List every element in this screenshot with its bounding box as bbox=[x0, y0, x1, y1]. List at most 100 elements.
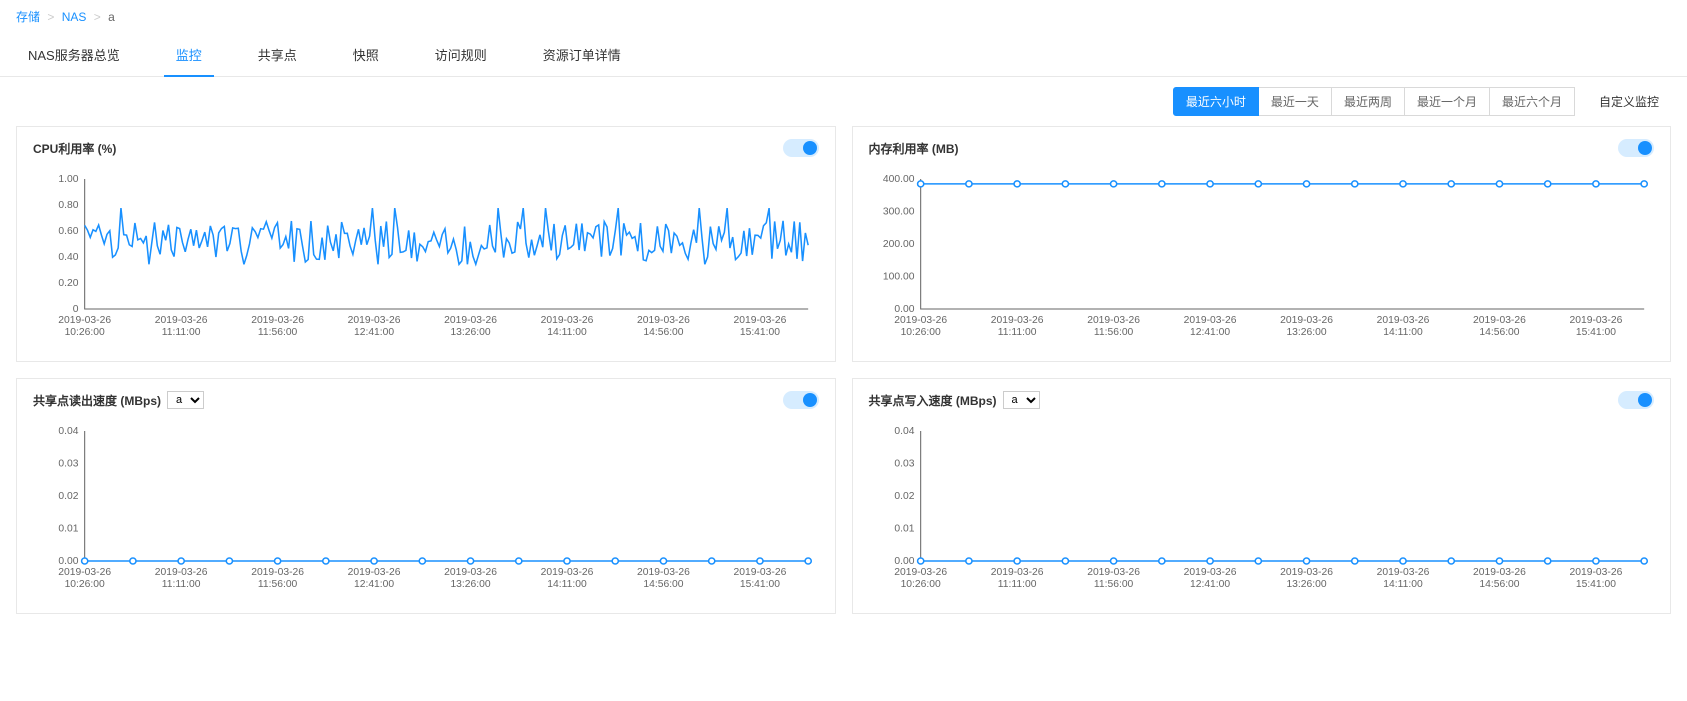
svg-text:13:26:00: 13:26:00 bbox=[450, 327, 491, 338]
svg-text:2019-03-26: 2019-03-26 bbox=[637, 567, 690, 578]
svg-text:1.00: 1.00 bbox=[58, 174, 78, 185]
svg-text:10:26:00: 10:26:00 bbox=[900, 327, 941, 338]
svg-text:0.20: 0.20 bbox=[58, 278, 78, 289]
svg-text:11:56:00: 11:56:00 bbox=[1093, 579, 1133, 590]
chart-grid: CPU利用率 (%)00.200.400.600.801.002019-03-2… bbox=[0, 126, 1687, 630]
svg-text:2019-03-26: 2019-03-26 bbox=[444, 567, 497, 578]
time-range-btn-3[interactable]: 最近一个月 bbox=[1404, 87, 1490, 116]
svg-text:2019-03-26: 2019-03-26 bbox=[894, 567, 947, 578]
svg-text:0.04: 0.04 bbox=[894, 426, 914, 437]
custom-monitor-btn[interactable]: 自定义监控 bbox=[1587, 88, 1671, 115]
tab-0[interactable]: NAS服务器总览 bbox=[16, 33, 132, 76]
svg-text:14:56:00: 14:56:00 bbox=[643, 579, 684, 590]
svg-text:400.00: 400.00 bbox=[882, 174, 914, 185]
svg-text:11:11:00: 11:11:00 bbox=[162, 579, 201, 590]
tab-3[interactable]: 快照 bbox=[341, 33, 391, 76]
svg-text:0: 0 bbox=[73, 304, 79, 315]
svg-text:14:56:00: 14:56:00 bbox=[1479, 579, 1520, 590]
svg-text:2019-03-26: 2019-03-26 bbox=[541, 567, 594, 578]
svg-text:2019-03-26: 2019-03-26 bbox=[1087, 567, 1140, 578]
svg-text:300.00: 300.00 bbox=[882, 207, 914, 218]
svg-text:2019-03-26: 2019-03-26 bbox=[58, 315, 111, 326]
svg-text:2019-03-26: 2019-03-26 bbox=[1569, 567, 1622, 578]
svg-text:14:11:00: 14:11:00 bbox=[547, 579, 587, 590]
svg-text:14:11:00: 14:11:00 bbox=[1383, 579, 1423, 590]
chart-select-write[interactable]: a bbox=[1003, 391, 1040, 409]
svg-text:2019-03-26: 2019-03-26 bbox=[1376, 567, 1429, 578]
svg-text:11:56:00: 11:56:00 bbox=[1093, 327, 1133, 338]
tab-1[interactable]: 监控 bbox=[164, 33, 214, 76]
chart-card-cpu: CPU利用率 (%)00.200.400.600.801.002019-03-2… bbox=[16, 126, 836, 362]
time-range-btn-0[interactable]: 最近六小时 bbox=[1173, 87, 1259, 116]
chart-title-read: 共享点读出速度 (MBps)a bbox=[33, 391, 204, 409]
svg-text:2019-03-26: 2019-03-26 bbox=[251, 315, 304, 326]
svg-text:2019-03-26: 2019-03-26 bbox=[444, 315, 497, 326]
svg-text:2019-03-26: 2019-03-26 bbox=[637, 315, 690, 326]
svg-text:14:56:00: 14:56:00 bbox=[643, 327, 684, 338]
svg-text:13:26:00: 13:26:00 bbox=[1286, 327, 1327, 338]
time-range-bar: 最近六小时最近一天最近两周最近一个月最近六个月自定义监控 bbox=[0, 77, 1687, 126]
svg-text:11:56:00: 11:56:00 bbox=[258, 327, 298, 338]
tab-2[interactable]: 共享点 bbox=[246, 33, 309, 76]
chart-toggle-read[interactable] bbox=[783, 391, 819, 409]
svg-text:0.01: 0.01 bbox=[894, 524, 914, 535]
breadcrumb-sep: > bbox=[94, 10, 101, 24]
svg-text:2019-03-26: 2019-03-26 bbox=[541, 315, 594, 326]
svg-text:15:41:00: 15:41:00 bbox=[740, 327, 781, 338]
svg-text:11:56:00: 11:56:00 bbox=[258, 579, 298, 590]
chart-toggle-write[interactable] bbox=[1618, 391, 1654, 409]
svg-text:2019-03-26: 2019-03-26 bbox=[734, 315, 787, 326]
breadcrumb-sep: > bbox=[47, 10, 54, 24]
svg-text:12:41:00: 12:41:00 bbox=[1189, 327, 1230, 338]
chart-toggle-mem[interactable] bbox=[1618, 139, 1654, 157]
svg-text:0.80: 0.80 bbox=[58, 200, 78, 211]
svg-text:2019-03-26: 2019-03-26 bbox=[348, 315, 401, 326]
svg-text:2019-03-26: 2019-03-26 bbox=[734, 567, 787, 578]
breadcrumb-current: a bbox=[108, 10, 115, 24]
svg-text:13:26:00: 13:26:00 bbox=[1286, 579, 1327, 590]
svg-text:12:41:00: 12:41:00 bbox=[354, 327, 395, 338]
svg-text:0.60: 0.60 bbox=[58, 226, 78, 237]
svg-text:14:11:00: 14:11:00 bbox=[547, 327, 587, 338]
time-range-btn-1[interactable]: 最近一天 bbox=[1258, 87, 1332, 116]
svg-text:2019-03-26: 2019-03-26 bbox=[1087, 315, 1140, 326]
svg-text:0.00: 0.00 bbox=[894, 556, 914, 567]
svg-text:2019-03-26: 2019-03-26 bbox=[1183, 567, 1236, 578]
svg-text:2019-03-26: 2019-03-26 bbox=[1473, 567, 1526, 578]
breadcrumb-nas[interactable]: NAS bbox=[62, 10, 87, 24]
breadcrumb: 存储 > NAS > a bbox=[0, 0, 1687, 33]
svg-text:0.01: 0.01 bbox=[58, 524, 78, 535]
svg-text:12:41:00: 12:41:00 bbox=[1189, 579, 1230, 590]
time-range-btn-4[interactable]: 最近六个月 bbox=[1489, 87, 1575, 116]
chart-title-write: 共享点写入速度 (MBps)a bbox=[869, 391, 1040, 409]
chart-toggle-cpu[interactable] bbox=[783, 139, 819, 157]
svg-text:0.00: 0.00 bbox=[58, 556, 78, 567]
tab-5[interactable]: 资源订单详情 bbox=[531, 33, 633, 76]
chart-title-mem: 内存利用率 (MB) bbox=[869, 140, 959, 157]
svg-text:2019-03-26: 2019-03-26 bbox=[1280, 315, 1333, 326]
svg-text:2019-03-26: 2019-03-26 bbox=[1376, 315, 1429, 326]
svg-text:2019-03-26: 2019-03-26 bbox=[1473, 315, 1526, 326]
svg-text:2019-03-26: 2019-03-26 bbox=[251, 567, 304, 578]
svg-text:10:26:00: 10:26:00 bbox=[65, 579, 106, 590]
tab-bar: NAS服务器总览监控共享点快照访问规则资源订单详情 bbox=[0, 33, 1687, 77]
svg-text:2019-03-26: 2019-03-26 bbox=[990, 567, 1043, 578]
svg-text:11:11:00: 11:11:00 bbox=[162, 327, 201, 338]
svg-text:13:26:00: 13:26:00 bbox=[450, 579, 491, 590]
svg-text:2019-03-26: 2019-03-26 bbox=[1569, 315, 1622, 326]
breadcrumb-root[interactable]: 存储 bbox=[16, 10, 40, 24]
chart-card-mem: 内存利用率 (MB)0.00100.00200.00300.00400.0020… bbox=[852, 126, 1672, 362]
tab-4[interactable]: 访问规则 bbox=[423, 33, 499, 76]
svg-text:2019-03-26: 2019-03-26 bbox=[1183, 315, 1236, 326]
svg-text:12:41:00: 12:41:00 bbox=[354, 579, 395, 590]
svg-text:2019-03-26: 2019-03-26 bbox=[155, 567, 208, 578]
time-range-btn-2[interactable]: 最近两周 bbox=[1331, 87, 1405, 116]
svg-text:11:11:00: 11:11:00 bbox=[997, 327, 1036, 338]
svg-text:0.03: 0.03 bbox=[58, 459, 78, 470]
svg-text:11:11:00: 11:11:00 bbox=[997, 579, 1036, 590]
svg-text:2019-03-26: 2019-03-26 bbox=[58, 567, 111, 578]
svg-text:2019-03-26: 2019-03-26 bbox=[1280, 567, 1333, 578]
svg-text:0.00: 0.00 bbox=[894, 304, 914, 315]
chart-select-read[interactable]: a bbox=[167, 391, 204, 409]
svg-text:14:11:00: 14:11:00 bbox=[1383, 327, 1423, 338]
